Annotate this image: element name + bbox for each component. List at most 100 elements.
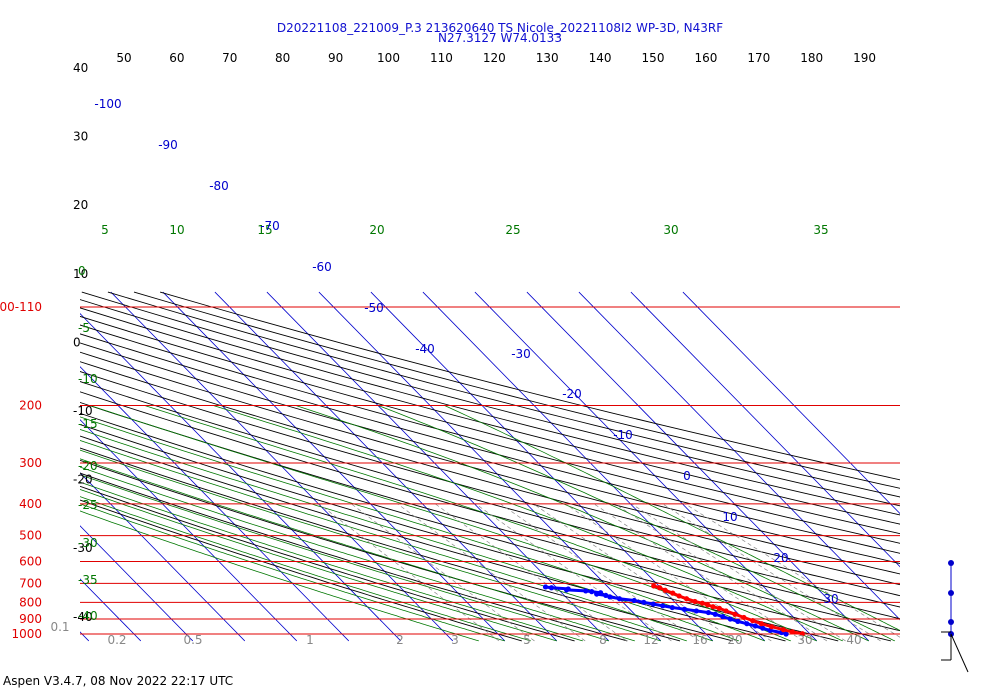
mixing-ratio-line: [318, 503, 500, 642]
dry-adiabat-line: [80, 361, 900, 586]
dewpoint-point: [693, 608, 699, 614]
wind-barb-shaft: [950, 633, 969, 673]
dry-adiabat-line: [80, 351, 900, 575]
temperature-point: [758, 621, 765, 627]
pressure-label: 1000: [11, 627, 42, 641]
dry-adiabat-line: [80, 412, 892, 642]
dewpoint-point: [616, 596, 623, 602]
moist-adiabat-line: [80, 510, 479, 642]
mixing-ratio-label: 0.5: [183, 633, 202, 647]
pressure-label: 800: [19, 595, 42, 609]
dewpoint-point: [631, 597, 637, 604]
isotherm-label: -20: [562, 387, 582, 401]
moist-adiabat-line: [80, 429, 739, 642]
temperature-point: [699, 600, 705, 606]
left-axis-tick-label: -30: [73, 541, 93, 555]
dry-adiabat-line: [159, 291, 900, 481]
mixing-ratio-line: [397, 503, 586, 642]
isotherm-line: [266, 291, 610, 642]
top-axis-tick-label: 150: [642, 51, 665, 65]
moist-adiabat-tick-label: -5: [78, 321, 90, 335]
temperature-point: [705, 602, 711, 608]
mixing-ratio-label: 0.1: [50, 620, 69, 634]
moist-adiabat-label: 30: [663, 223, 678, 237]
temperature-point: [651, 583, 657, 589]
moist-adiabat-line: [80, 466, 635, 642]
profile-traces: [542, 583, 806, 637]
mixing-ratio-line: [435, 503, 627, 642]
dewpoint-point: [681, 606, 687, 612]
dry-adiabat-line: [80, 459, 681, 642]
top-axis-tick-label: 50: [116, 51, 131, 65]
moist-adiabat-line: [80, 496, 531, 642]
temperature-point: [692, 598, 698, 605]
dry-adiabat-line: [80, 299, 900, 516]
isotherm-label: 30: [823, 592, 838, 606]
pressure-label: 500: [19, 529, 42, 543]
temperature-point: [670, 590, 676, 596]
mixing-ratio-label: 12: [643, 633, 658, 647]
dewpoint-point: [548, 585, 555, 591]
dewpoint-point: [597, 590, 604, 596]
isotherm-line: [80, 419, 298, 642]
mixing-ratio-label: 8: [599, 633, 607, 647]
isotherm-label: -90: [158, 138, 178, 152]
moist-adiabat-line: [80, 481, 583, 642]
isotherm-line: [422, 291, 766, 642]
pressure-label: 700: [19, 576, 42, 590]
temperature-point: [741, 614, 747, 621]
moist-adiabat-label: 20: [369, 223, 384, 237]
isotherm-label: 0: [683, 469, 691, 483]
mixing-ratio-label: 16: [692, 633, 707, 647]
mixing-ratio-label: 2: [396, 633, 404, 647]
dewpoint-point: [603, 592, 609, 599]
left-axis-tick-label: 10: [73, 267, 88, 281]
pressure-label: 300: [19, 456, 42, 470]
moist-adiabat-label: 10: [169, 223, 184, 237]
mixing-ratio-line: [533, 503, 736, 642]
isotherm-label: -40: [415, 342, 435, 356]
dry-adiabat-line: [80, 342, 900, 564]
temperature-point: [683, 596, 690, 602]
moist-adiabat-tick-label: -30: [78, 536, 98, 550]
moist-adiabat-label: 5: [101, 223, 109, 237]
axis-labels: 100-110200300400500600700800900100050607…: [0, 51, 876, 647]
top-axis-tick-label: 70: [222, 51, 237, 65]
dry-adiabat-line: [80, 324, 900, 544]
top-axis-tick-label: 60: [169, 51, 184, 65]
moist-adiabat-line: [80, 458, 661, 642]
mixing-ratio-line: [631, 503, 846, 642]
isotherm-label: -70: [260, 219, 280, 233]
temperature-point: [657, 585, 663, 591]
dewpoint-point: [760, 625, 766, 631]
top-axis-tick-label: 160: [694, 51, 717, 65]
top-axis-tick-label: 110: [430, 51, 453, 65]
isotherm-label: 10: [722, 510, 737, 524]
pressure-label: 100-110: [0, 300, 42, 314]
moist-adiabat-tick-label: -20: [78, 459, 98, 473]
isotherm-line: [526, 291, 870, 642]
moist-adiabat-line: [80, 449, 687, 642]
dry-adiabat-line: [80, 472, 628, 642]
moist-adiabat-line: [144, 405, 817, 642]
left-axis-tick-label: -20: [73, 473, 93, 487]
dewpoint-point: [583, 588, 589, 594]
moist-adiabat-line: [295, 405, 869, 642]
moist-adiabat-line: [80, 474, 609, 642]
dewpoint-point: [727, 616, 733, 622]
mixing-ratio-label: 20: [727, 633, 742, 647]
temperature-point: [789, 629, 795, 635]
grid-lines: [80, 291, 900, 642]
dewpoint-point: [542, 584, 549, 590]
moist-adiabat-line: [378, 405, 895, 642]
isotherm-line: [474, 291, 818, 642]
isotherm-label: -60: [312, 260, 332, 274]
dry-adiabat-line: [81, 291, 900, 507]
top-axis-tick-label: 100: [377, 51, 400, 65]
temperature-point: [750, 618, 756, 624]
pressure-label: 200: [19, 398, 42, 412]
top-axis-tick-label: 140: [589, 51, 612, 65]
dewpoint-point: [744, 621, 750, 627]
isotherm-label: -100: [94, 97, 121, 111]
moist-adiabat-label: 25: [505, 223, 520, 237]
